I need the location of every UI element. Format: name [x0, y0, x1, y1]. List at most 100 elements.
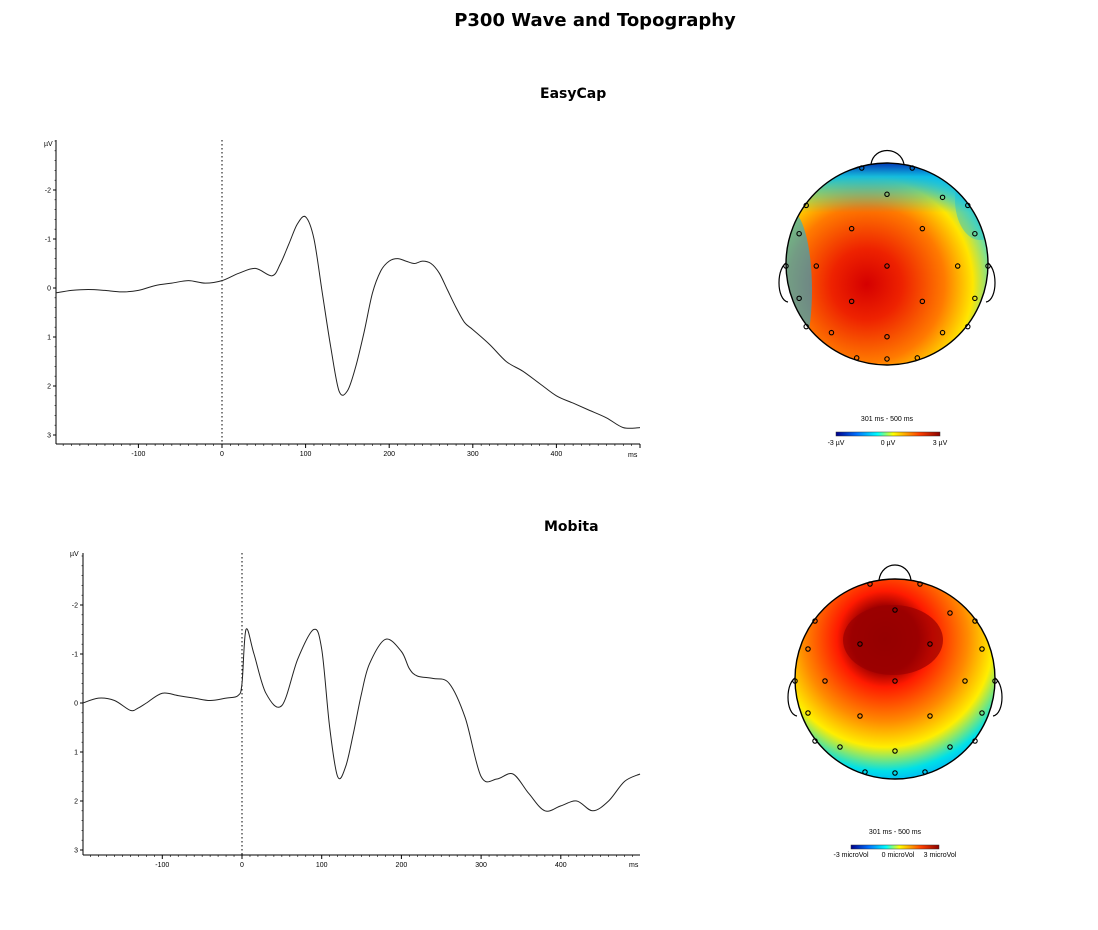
- colorbar-easycap: [835, 431, 941, 437]
- easycap-xtick-label: 400: [551, 451, 563, 458]
- electrode-marker: [939, 194, 946, 201]
- easycap-ytick-label: -1: [45, 237, 51, 244]
- nose-icon: [878, 564, 912, 581]
- colorbar-min-mobita: -3 microVol: [833, 852, 868, 859]
- ylabel-mobita: µV: [70, 551, 79, 558]
- mobita-xtick-label: 300: [475, 862, 487, 869]
- electrode-marker: [914, 355, 921, 361]
- easycap-xtick-label: 200: [383, 451, 395, 458]
- electrode-marker: [919, 225, 926, 232]
- electrode-marker: [884, 356, 890, 362]
- easycap-xtick-label: 0: [220, 451, 224, 458]
- electrode-marker: [803, 202, 809, 209]
- electrode-marker: [867, 581, 873, 587]
- electrode-marker: [796, 230, 802, 237]
- mobita-topomap: [787, 564, 1003, 780]
- electrode-marker: [848, 298, 855, 305]
- easycap-ytick-label: -2: [45, 188, 51, 195]
- electrode-marker: [972, 738, 978, 744]
- easycap-ytick-label: 2: [47, 384, 51, 391]
- electrode-marker: [892, 770, 898, 776]
- electrode-marker: [965, 323, 971, 330]
- electrode-marker: [857, 713, 863, 719]
- electrode-marker: [892, 678, 898, 684]
- electrode-marker: [892, 607, 898, 613]
- electrode-marker: [927, 713, 933, 719]
- mobita-xtick-label: 0: [240, 862, 244, 869]
- electrode-marker: [884, 263, 890, 269]
- electrode-marker: [848, 225, 855, 232]
- electrode-marker: [927, 641, 933, 647]
- mobita-ytick-label: 0: [74, 701, 78, 708]
- mobita-ytick-label: 3: [74, 848, 78, 855]
- electrode-marker: [972, 230, 978, 237]
- electrode-marker: [909, 165, 915, 171]
- mobita-ytick-label: -1: [72, 652, 78, 659]
- electrode-marker: [783, 263, 789, 269]
- topomap-time-mobita: 301 ms - 500 ms: [869, 829, 922, 836]
- electrode-marker: [805, 710, 811, 716]
- mobita-xtick-label: 400: [555, 862, 567, 869]
- electrode-marker: [805, 646, 811, 652]
- ylabel-easycap: µV: [44, 141, 53, 148]
- xlabel-easycap: ms: [628, 452, 638, 459]
- electrode-marker: [862, 769, 868, 775]
- electrode-marker: [972, 295, 978, 302]
- electrode-marker: [962, 678, 968, 684]
- electrode-marker: [954, 263, 961, 269]
- electrode-marker: [979, 710, 985, 716]
- easycap-xtick-label: 300: [467, 451, 479, 458]
- topomap-time-easycap: 301 ms - 500 ms: [861, 416, 914, 423]
- electrode-marker: [853, 355, 860, 361]
- electrode-marker: [884, 333, 890, 340]
- colorbar-mobita: [850, 844, 940, 850]
- easycap-topomap: [778, 149, 996, 366]
- colorbar-min-easycap: -3 µV: [828, 440, 845, 447]
- electrode-marker: [858, 165, 865, 171]
- electrode-marker: [892, 748, 898, 754]
- electrode-marker: [979, 646, 985, 652]
- electrode-marker: [972, 618, 978, 624]
- mobita-ytick-label: 1: [74, 750, 78, 757]
- electrode-marker: [947, 744, 953, 750]
- electrode-marker: [828, 329, 835, 336]
- easycap-waveform: [55, 215, 641, 429]
- mobita-xtick-label: -100: [155, 862, 169, 869]
- mobita-ytick-label: -2: [72, 603, 78, 610]
- electrode-marker: [985, 263, 991, 269]
- panel-title-mobita: Mobita: [544, 519, 599, 535]
- electrode-marker: [992, 678, 998, 684]
- mobita-ytick-label: 2: [74, 799, 78, 806]
- electrode-marker: [965, 202, 971, 209]
- colorbar-mid-easycap: 0 µV: [881, 440, 896, 447]
- electrode-marker: [813, 263, 820, 269]
- mobita-axes: -2 -1 0 1 2 3 -100 0 100 200 300 400: [72, 553, 641, 869]
- electrode-marker: [917, 581, 923, 587]
- easycap-axes: -2 -1 0 1 2 3 -100 0 100 200 300 400: [45, 140, 641, 458]
- electrode-marker: [792, 678, 798, 684]
- electrode-marker: [857, 641, 863, 647]
- mobita-waveform: [82, 628, 641, 812]
- page-title: P300 Wave and Topography: [454, 10, 736, 31]
- electrode-marker: [812, 618, 818, 624]
- easycap-ytick-label: 0: [47, 286, 51, 293]
- nose-icon: [870, 149, 905, 165]
- panel-title-easycap: EasyCap: [540, 86, 607, 102]
- colorbar-mid-mobita: 0 microVol: [882, 852, 915, 859]
- easycap-xtick-label: -100: [131, 451, 145, 458]
- mobita-xtick-label: 100: [316, 862, 328, 869]
- electrode-marker: [947, 610, 953, 616]
- electrode-marker: [803, 323, 809, 330]
- electrode-marker: [837, 744, 843, 750]
- easycap-ytick-label: 1: [47, 335, 51, 342]
- mobita-xtick-label: 200: [396, 862, 408, 869]
- electrode-marker: [884, 191, 890, 198]
- colorbar-max-mobita: 3 microVol: [924, 852, 957, 859]
- easycap-ytick-label: 3: [47, 433, 51, 440]
- xlabel-mobita: ms: [629, 862, 639, 869]
- electrode-marker: [812, 738, 818, 744]
- easycap-xtick-label: 100: [300, 451, 312, 458]
- electrode-marker: [939, 329, 946, 336]
- electrode-marker: [822, 678, 828, 684]
